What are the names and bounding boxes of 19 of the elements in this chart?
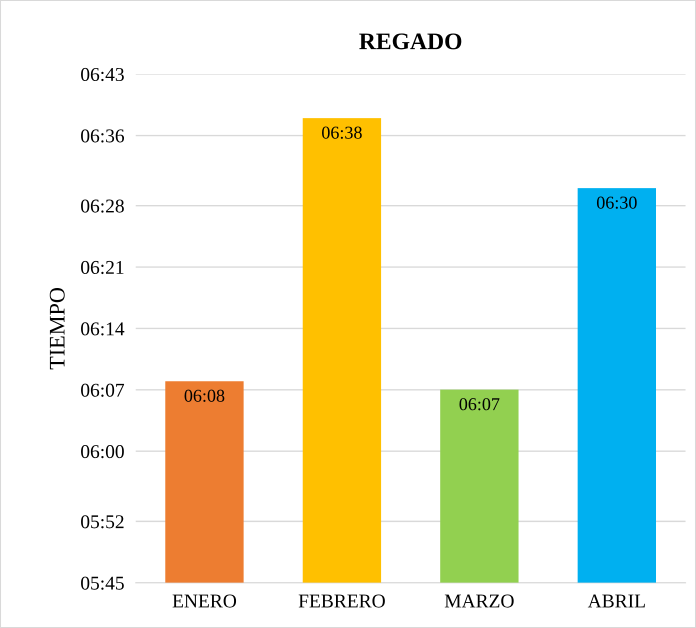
y-tick-label: 05:45 (81, 576, 124, 590)
y-axis-title: TIEMPO (50, 288, 65, 370)
y-tick-label: 06:07 (81, 384, 124, 397)
y-tick-label: 05:52 (81, 515, 124, 528)
x-tick-label: ENERO (172, 594, 236, 608)
y-tick-label: 06:28 (81, 199, 124, 213)
y-tick-label: 06:00 (81, 445, 124, 458)
x-tick-label: ABRIL (588, 594, 645, 608)
data-label: 06:08 (184, 390, 224, 402)
y-tick-label: 06:36 (81, 129, 124, 143)
y-tick-label: 06:14 (81, 322, 124, 336)
chart-title: REGADO (359, 33, 462, 50)
y-tick-label: 06:43 (81, 68, 124, 82)
data-label: 06:38 (322, 126, 362, 139)
data-label: 06:07 (459, 398, 500, 410)
x-tick-label: FEBRERO (298, 594, 385, 608)
data-label: 06:30 (596, 196, 637, 209)
x-tick-label: MARZO (444, 594, 514, 608)
y-tick-label: 06:21 (81, 260, 124, 274)
